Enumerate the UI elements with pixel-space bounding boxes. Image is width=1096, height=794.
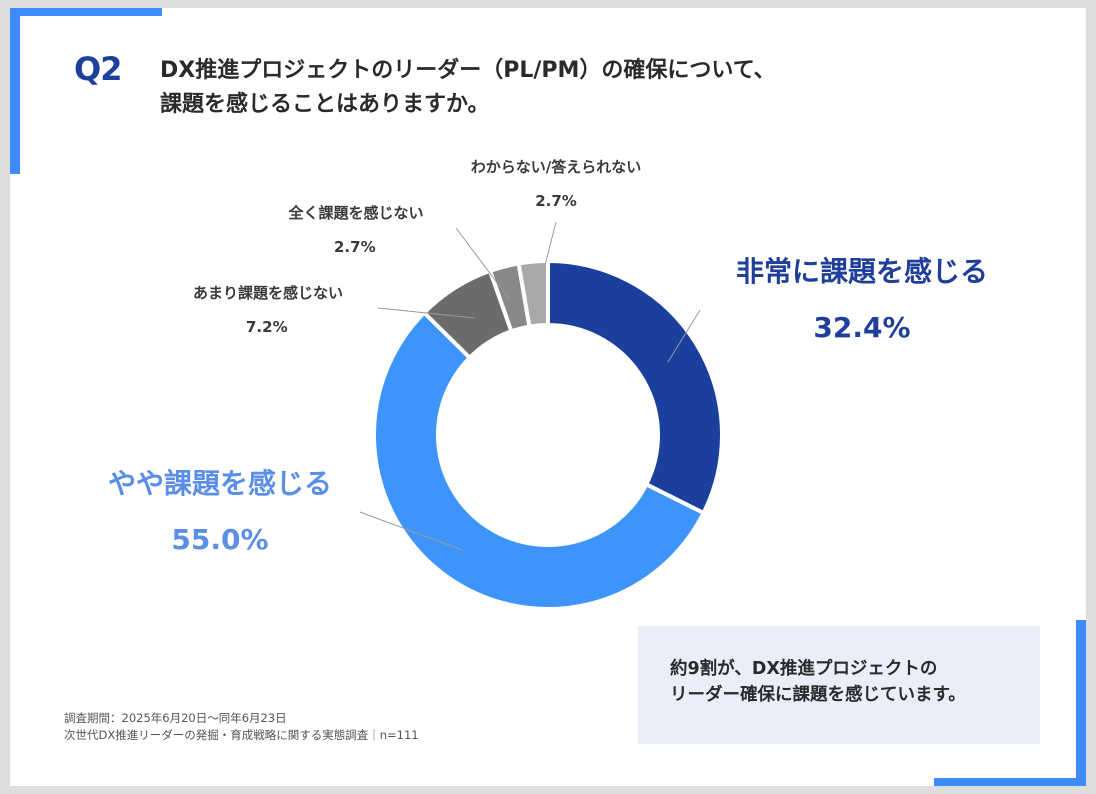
label-somewhat-category: やや課題を感じる [107, 467, 332, 500]
callout-line1: 約9割が、DX推進プロジェクトの [670, 659, 938, 679]
leader-line-not-much [377, 307, 476, 319]
label-not-much-category: あまり課題を感じない [192, 284, 343, 302]
label-not-at-all: 全く課題を感じない 2.7% [248, 196, 464, 264]
label-very-much: 非常に課題を感じる 32.4% [702, 244, 1022, 356]
leader-line-unknown [544, 221, 557, 266]
accent-bar-top-left-horizontal [10, 8, 162, 16]
label-not-much-value: 7.2% [246, 318, 288, 336]
accent-bar-bottom-right-vertical [1076, 620, 1086, 786]
label-not-at-all-value: 2.7% [334, 238, 376, 256]
label-not-much: あまり課題を感じない 7.2% [150, 276, 386, 344]
leader-line-not-at-all [455, 227, 511, 301]
label-somewhat: やや課題を感じる 55.0% [60, 456, 380, 568]
callout-box: 約9割が、DX推進プロジェクトの リーダー確保に課題を感じています。 [638, 626, 1040, 744]
question-title-line1: DX推進プロジェクトのリーダー（PL/PM）の確保について、 [160, 58, 776, 83]
accent-bar-top-left-vertical [10, 8, 20, 174]
label-not-at-all-category: 全く課題を感じない [288, 204, 424, 222]
slice-somewhat [372, 309, 707, 611]
accent-bar-bottom-right-horizontal [934, 778, 1086, 786]
label-very-much-value: 32.4% [813, 311, 911, 344]
question-title-line2: 課題を感じることはありますか。 [160, 92, 490, 117]
question-title: DX推進プロジェクトのリーダー（PL/PM）の確保について、 課題を感じることは… [160, 54, 776, 122]
label-very-much-category: 非常に課題を感じる [735, 255, 988, 288]
footnote-survey-period: 調査期間：2025年6月20日〜同年6月23日 [64, 711, 287, 725]
label-unknown-value: 2.7% [535, 192, 577, 210]
label-unknown-category: わからない/答えられない [470, 158, 642, 176]
leader-line-somewhat [359, 511, 463, 551]
slice-unknown [516, 258, 550, 329]
leader-line-very-much [667, 309, 701, 363]
footnote: 調査期間：2025年6月20日〜同年6月23日 次世代DX推進リーダーの発掘・育… [64, 710, 419, 744]
label-somewhat-value: 55.0% [171, 523, 269, 556]
label-unknown: わからない/答えられない 2.7% [436, 150, 676, 218]
slice-very-much [546, 258, 724, 516]
question-number: Q2 [74, 50, 122, 88]
callout-line2: リーダー確保に課題を感じています。 [670, 685, 966, 705]
footnote-survey-name: 次世代DX推進リーダーの発掘・育成戦略に関する実態調査｜n=111 [64, 728, 419, 742]
